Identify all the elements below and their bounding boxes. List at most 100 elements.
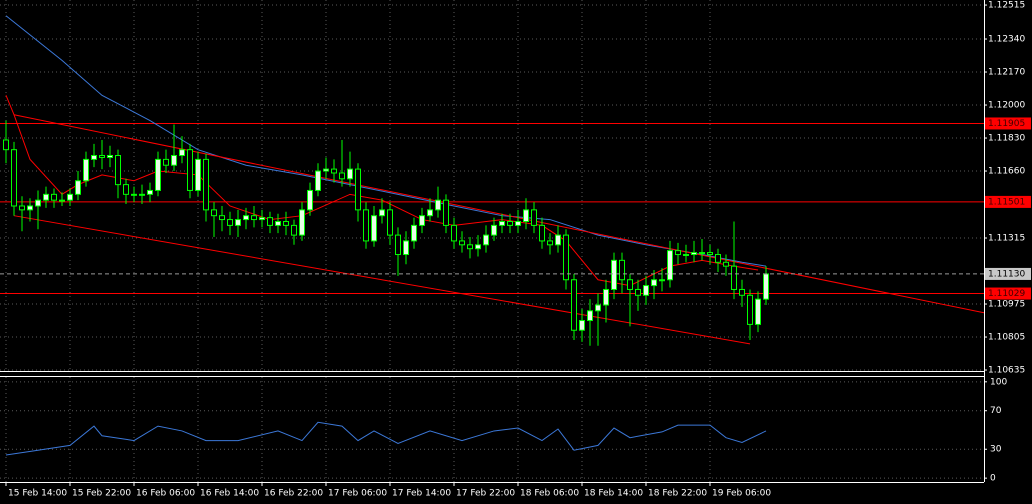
candle-body — [115, 155, 121, 186]
candle-body — [699, 252, 705, 255]
candle-body — [435, 199, 441, 211]
current-price-label: 1.11130 — [988, 269, 1025, 279]
level-label-box — [985, 117, 1031, 130]
candle-body — [235, 219, 241, 226]
y-tick-label: 1.11830 — [988, 134, 1025, 144]
x-tick-label: 15 Feb 14:00 — [8, 489, 67, 499]
trendline — [13, 215, 751, 345]
candle-body — [227, 219, 233, 226]
candle-body — [515, 221, 521, 226]
level-label-box — [985, 195, 1031, 208]
candle-body — [187, 149, 193, 191]
y-tick-label: 1.10635 — [988, 366, 1025, 376]
level-label-box — [985, 287, 1031, 300]
candle-body — [683, 254, 689, 257]
candle-body — [379, 209, 385, 217]
level-label: 1.11905 — [988, 119, 1025, 129]
candle-body — [147, 189, 153, 195]
candle-body — [603, 288, 609, 306]
candle-body — [339, 172, 345, 180]
candle-body — [267, 217, 273, 226]
candle-body — [371, 215, 377, 242]
candle-body — [363, 209, 369, 242]
y-tick-label: 100 — [990, 377, 1007, 387]
y-tick-label: 1.11660 — [988, 167, 1025, 177]
candle-body — [763, 273, 769, 300]
candle-body — [499, 221, 505, 226]
y-tick-label: 1.10805 — [988, 333, 1025, 343]
candle-body — [595, 304, 601, 312]
candle-body — [619, 259, 625, 281]
candle-body — [35, 199, 41, 207]
candle-body — [347, 168, 353, 180]
candle-body — [91, 155, 97, 160]
candle-body — [315, 170, 321, 191]
y-tick-label: 1.11315 — [988, 234, 1025, 244]
candle-body — [331, 168, 337, 174]
candle-body — [411, 224, 417, 242]
candle-body — [659, 279, 665, 282]
candle-body — [531, 209, 537, 226]
x-tick-label: 16 Feb 22:00 — [264, 489, 323, 499]
candle-body — [83, 158, 89, 182]
candle-body — [707, 252, 713, 256]
x-tick-label: 17 Feb 14:00 — [392, 489, 451, 499]
x-tick-label: 15 Feb 22:00 — [72, 489, 131, 499]
candle-body — [307, 189, 313, 211]
candle-body — [171, 155, 177, 166]
candle-body — [539, 224, 545, 242]
candle-body — [587, 310, 593, 322]
candle-body — [747, 294, 753, 325]
candle-body — [523, 209, 529, 223]
candle-body — [3, 139, 9, 151]
candle-body — [275, 221, 281, 226]
candle-body — [459, 240, 465, 246]
candle-body — [51, 193, 57, 201]
y-tick-label: 70 — [990, 406, 1002, 416]
candle-body — [27, 205, 33, 211]
candle-body — [99, 155, 105, 158]
candle-body — [571, 279, 577, 331]
candle-body — [259, 217, 265, 221]
candle-body — [675, 250, 681, 256]
candle-body — [611, 259, 617, 290]
candle-body — [483, 234, 489, 246]
x-tick-label: 16 Feb 14:00 — [200, 489, 259, 499]
candle-body — [163, 158, 169, 166]
x-tick-label: 18 Feb 14:00 — [584, 489, 643, 499]
candle-body — [211, 209, 217, 217]
y-tick-label: 1.12340 — [988, 35, 1025, 45]
candle-body — [627, 279, 633, 290]
x-tick-label: 18 Feb 22:00 — [648, 489, 707, 499]
candle-body — [123, 184, 129, 195]
y-tick-label: 1.12170 — [988, 68, 1025, 78]
candle-body — [291, 224, 297, 236]
candle-body — [651, 279, 657, 287]
candle-body — [19, 205, 25, 211]
x-tick-label: 17 Feb 06:00 — [328, 489, 387, 499]
candle-body — [579, 320, 585, 331]
candle-body — [251, 215, 257, 221]
axes: 1.12515 1.12340 1.12170 1.12000 1.11830 1.116… — [5, 1, 1031, 499]
candle-body — [11, 149, 17, 207]
rsi-panel — [0, 377, 984, 482]
candle-body — [179, 149, 185, 157]
candle-body — [467, 244, 473, 250]
candle-body — [299, 209, 305, 236]
candle-body — [107, 155, 113, 158]
candle-body — [43, 193, 49, 201]
candle-body — [195, 158, 201, 191]
level-label: 1.11501 — [988, 197, 1025, 207]
y-tick-label: 1.12000 — [988, 101, 1025, 111]
candle-body — [323, 168, 329, 172]
candle-body — [219, 215, 225, 221]
candle-body — [491, 224, 497, 236]
rsi-line — [5, 421, 767, 456]
candle-body — [67, 193, 73, 201]
level-label: 1.11029 — [988, 289, 1025, 299]
candle-body — [451, 224, 457, 242]
x-tick-label: 17 Feb 22:00 — [456, 489, 515, 499]
trendline — [13, 114, 984, 314]
price-panel — [0, 0, 984, 371]
